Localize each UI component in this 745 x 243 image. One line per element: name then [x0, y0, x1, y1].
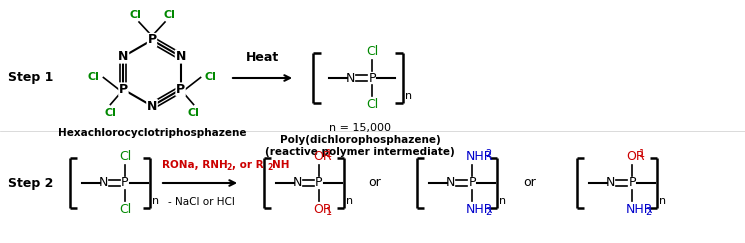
Text: 2: 2	[486, 207, 492, 217]
Text: Cl: Cl	[129, 10, 141, 20]
Text: P: P	[469, 176, 476, 190]
Text: OR: OR	[313, 203, 332, 216]
Text: Cl: Cl	[119, 150, 131, 163]
Text: - NaCl or HCl: - NaCl or HCl	[168, 197, 235, 207]
Text: P: P	[176, 83, 186, 96]
Text: 2: 2	[486, 149, 492, 159]
Text: Cl: Cl	[366, 45, 378, 58]
Text: Poly(dichlorophosphazene): Poly(dichlorophosphazene)	[279, 135, 440, 145]
Text: n = 15,000: n = 15,000	[329, 123, 391, 133]
Text: 2: 2	[645, 207, 652, 217]
Text: P: P	[315, 176, 323, 190]
Text: P: P	[628, 176, 635, 190]
Text: N: N	[118, 50, 129, 63]
Text: 1: 1	[326, 149, 332, 159]
Text: or: or	[524, 176, 536, 190]
Text: OR: OR	[313, 150, 332, 163]
Text: P: P	[119, 83, 128, 96]
Text: P: P	[121, 176, 129, 190]
Text: Step 1: Step 1	[8, 71, 54, 85]
Text: N: N	[446, 176, 454, 190]
Text: N: N	[175, 50, 186, 63]
Text: Cl: Cl	[88, 71, 99, 81]
Text: n: n	[152, 196, 159, 206]
Text: 1: 1	[326, 207, 332, 217]
Text: , or R: , or R	[232, 160, 264, 170]
Text: N: N	[147, 99, 157, 113]
Text: (reactive polymer intermediate): (reactive polymer intermediate)	[265, 147, 455, 157]
Text: n: n	[659, 196, 666, 206]
Text: or: or	[369, 176, 381, 190]
Text: Hexachlorocyclotriphosphazene: Hexachlorocyclotriphosphazene	[58, 128, 247, 138]
Text: Cl: Cl	[163, 10, 175, 20]
Text: n: n	[346, 196, 353, 206]
Text: 1: 1	[639, 149, 645, 159]
Text: NHR: NHR	[466, 203, 493, 216]
Text: N: N	[346, 71, 355, 85]
Text: P: P	[368, 71, 375, 85]
Text: NHR: NHR	[626, 203, 653, 216]
Text: N: N	[605, 176, 615, 190]
Text: P: P	[148, 34, 156, 46]
Text: NHR: NHR	[466, 150, 493, 163]
Text: Cl: Cl	[119, 203, 131, 216]
Text: N: N	[98, 176, 108, 190]
Text: Cl: Cl	[104, 109, 116, 119]
Text: RONa, RNH: RONa, RNH	[162, 160, 228, 170]
Text: Cl: Cl	[366, 98, 378, 111]
Text: 2: 2	[226, 163, 231, 172]
Text: Heat: Heat	[246, 51, 279, 64]
Text: N: N	[292, 176, 302, 190]
Text: n: n	[405, 91, 412, 101]
Text: 2: 2	[267, 163, 272, 172]
Text: Step 2: Step 2	[8, 176, 54, 190]
Text: n: n	[499, 196, 506, 206]
Text: NH: NH	[272, 160, 290, 170]
Text: Cl: Cl	[205, 71, 217, 81]
Text: Cl: Cl	[188, 109, 200, 119]
Text: OR: OR	[626, 150, 644, 163]
